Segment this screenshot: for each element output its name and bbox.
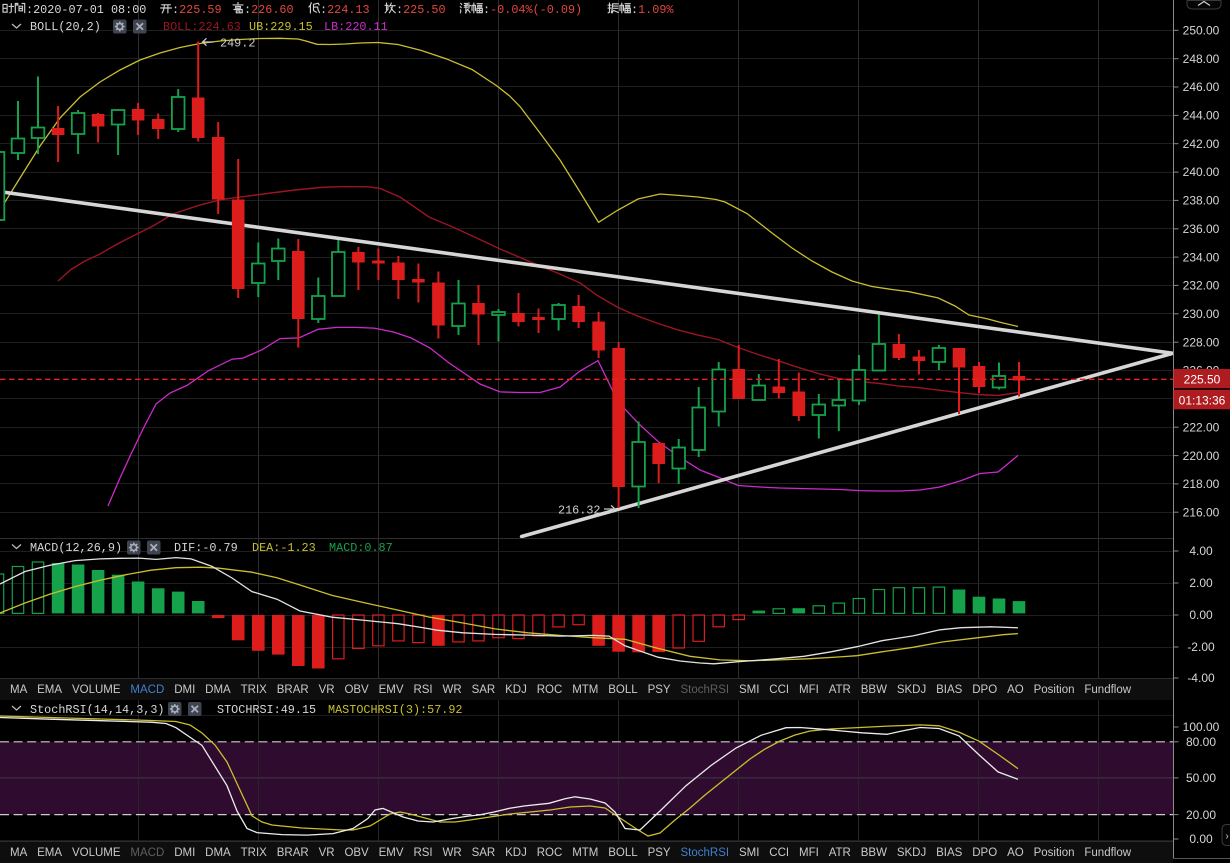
svg-text:01:13:36: 01:13:36 [1179,393,1226,407]
svg-text:248.00: 248.00 [1183,52,1220,66]
svg-text:2.00: 2.00 [1189,576,1213,590]
svg-text:218.00: 218.00 [1183,477,1220,491]
svg-text:100.00: 100.00 [1183,720,1220,734]
svg-text:-2.00: -2.00 [1187,640,1215,654]
svg-text:249.2: 249.2 [220,36,255,50]
svg-text:225.50: 225.50 [1184,373,1221,387]
svg-text:222.00: 222.00 [1183,420,1220,434]
svg-text:232.00: 232.00 [1183,279,1220,293]
svg-text:234.00: 234.00 [1183,250,1220,264]
svg-text:4.00: 4.00 [1189,544,1213,558]
svg-text:80.00: 80.00 [1186,735,1216,749]
svg-text:20.00: 20.00 [1186,808,1216,822]
svg-text:236.00: 236.00 [1183,222,1220,236]
svg-text:-4.00: -4.00 [1187,671,1215,685]
svg-text:0.00: 0.00 [1189,832,1213,846]
svg-text:244.00: 244.00 [1183,109,1220,123]
svg-text:›: › [1225,831,1228,842]
svg-text:0.00: 0.00 [1189,608,1213,622]
svg-text:238.00: 238.00 [1183,194,1220,208]
svg-text:216.00: 216.00 [1183,506,1220,520]
svg-text:50.00: 50.00 [1186,771,1216,785]
svg-text:220.00: 220.00 [1183,449,1220,463]
svg-text:230.00: 230.00 [1183,307,1220,321]
svg-text:250.00: 250.00 [1183,24,1220,38]
svg-text:240.00: 240.00 [1183,165,1220,179]
svg-text:246.00: 246.00 [1183,80,1220,94]
svg-text:242.00: 242.00 [1183,137,1220,151]
svg-text:228.00: 228.00 [1183,335,1220,349]
svg-text:216.32: 216.32 [558,503,600,517]
